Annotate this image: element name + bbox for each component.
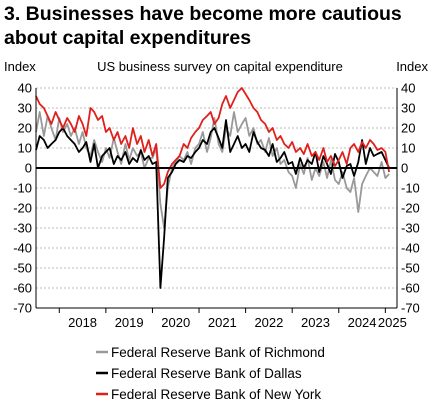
y-tick-label-left: 40 [18, 81, 32, 96]
x-tick-label: 2023 [301, 315, 330, 330]
y-tick-label-left: -30 [13, 221, 32, 236]
x-tick-label: 2020 [161, 315, 190, 330]
y-tick-label-right: -10 [401, 181, 420, 196]
y-tick-label-left: 30 [18, 101, 32, 116]
legend-label-1: Federal Reserve Bank of Richmond [111, 345, 325, 360]
legend-label-3: Federal Reserve Bank of New York [111, 387, 321, 402]
y-tick-label-left: -60 [13, 281, 32, 296]
y-tick-label-right: 0 [401, 161, 408, 176]
legend-label-2: Federal Reserve Bank of Dallas [111, 366, 302, 381]
y-tick-label-left: -40 [13, 241, 32, 256]
y-tick-label-right: -60 [401, 281, 420, 296]
chart-title: 3. Businesses have become more cautious … [4, 2, 432, 50]
series-line-3 [35, 87, 390, 189]
y-tick-label-right: -30 [401, 221, 420, 236]
chart-title-line2: about capital expenditures [4, 27, 252, 49]
series-lines [35, 87, 390, 289]
y-tick-label-right: -50 [401, 261, 420, 276]
y-tick-label-right: -40 [401, 241, 420, 256]
y-tick-label-right: 40 [401, 81, 415, 96]
y-tick-label-left: 20 [18, 121, 32, 136]
series-line-2 [35, 119, 390, 289]
y-tick-label-left: -70 [13, 301, 32, 316]
chart-subtitle: US business survey on capital expenditur… [97, 59, 343, 74]
x-tick-label: 2021 [208, 315, 237, 330]
y-tick-label-left: -50 [13, 261, 32, 276]
y-axis-label-left: Index [4, 59, 36, 74]
y-tick-label-right: 30 [401, 101, 415, 116]
y-tick-label-right: -70 [401, 301, 420, 316]
y-tick-label-right: 10 [401, 141, 415, 156]
x-tick-label: 2024 [348, 315, 377, 330]
y-tick-label-left: 10 [18, 141, 32, 156]
y-tick-label-left: -20 [13, 201, 32, 216]
y-tick-label-left: -10 [13, 181, 32, 196]
x-tick-label: 2022 [254, 315, 283, 330]
y-tick-label-right: 20 [401, 121, 415, 136]
x-tick-label: 2018 [68, 315, 97, 330]
y-tick-label-left: 0 [25, 161, 32, 176]
y-axis-label-right: Index [396, 59, 428, 74]
x-tick-label: 2025 [378, 315, 407, 330]
legend: Federal Reserve Bank of Richmond Federal … [96, 345, 325, 402]
x-tick-label: 2019 [115, 315, 144, 330]
series-line-1 [35, 111, 390, 229]
y-tick-label-right: -20 [401, 201, 420, 216]
chart-title-line1: 3. Businesses have become more cautious [4, 3, 402, 25]
